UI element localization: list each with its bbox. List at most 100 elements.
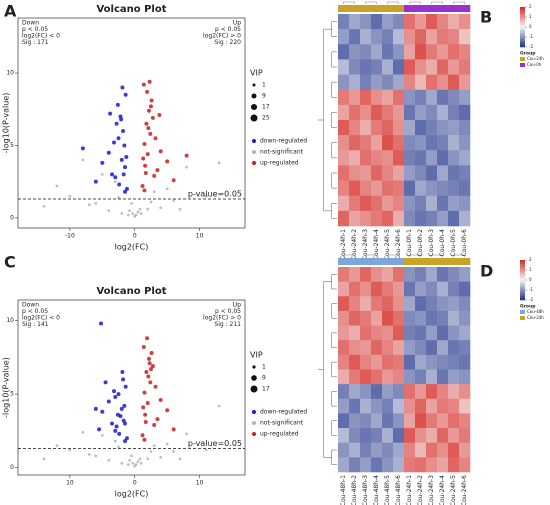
point — [145, 400, 150, 405]
size-legend-mark — [251, 93, 257, 99]
group-bar — [360, 5, 372, 12]
heat-cell — [360, 195, 372, 212]
x-tick-label: -10 — [65, 233, 75, 240]
heat-cell — [360, 369, 372, 385]
legend-label: up-regulated — [260, 160, 299, 167]
heat-cell — [448, 310, 460, 326]
panel-label: A — [4, 2, 17, 21]
point — [113, 428, 118, 433]
point — [42, 457, 46, 461]
point — [94, 201, 98, 205]
point — [172, 199, 176, 202]
dendrogram — [343, 1, 355, 4]
heat-cell — [371, 135, 383, 151]
heat-cell — [448, 59, 460, 75]
point — [204, 194, 208, 198]
heat-cell — [448, 354, 460, 370]
heat-cell — [371, 267, 383, 282]
point — [113, 395, 118, 400]
heat-cell — [393, 29, 405, 45]
dendrogram — [365, 254, 377, 257]
heat-cell — [437, 165, 449, 181]
y-tick-label: 5 — [10, 142, 14, 149]
heat-cell — [415, 281, 427, 297]
dendrogram — [331, 332, 337, 348]
heat-cell — [382, 325, 394, 341]
heat-cell — [426, 180, 438, 197]
heat-cell — [349, 281, 361, 297]
point — [123, 384, 128, 389]
size-legend-label: 1 — [262, 82, 266, 89]
legend-label: not-significant — [260, 149, 304, 156]
point — [108, 111, 113, 116]
y-tick-label: 5 — [10, 391, 14, 398]
point — [145, 336, 150, 341]
heat-cell — [437, 74, 449, 91]
size-legend-mark — [250, 103, 258, 111]
heat-cell — [415, 428, 427, 444]
group-bar — [404, 5, 416, 12]
heat-cell — [448, 150, 460, 166]
point — [110, 421, 115, 426]
column-label: Cou-0h-3 — [428, 229, 435, 257]
colorbar-step — [520, 41, 525, 44]
point — [81, 158, 85, 162]
dendrogram — [431, 254, 443, 257]
dendrogram — [331, 274, 337, 290]
point — [144, 121, 149, 126]
column-label: Cou-24h-6 — [461, 475, 468, 505]
point — [113, 439, 117, 443]
heat-cell — [382, 165, 394, 181]
heat-cell — [382, 195, 394, 212]
annotation: log2(FC) > 0 — [203, 33, 241, 40]
point — [117, 445, 120, 449]
heat-cell — [437, 354, 449, 370]
heat-cell — [426, 384, 438, 400]
annotation: Sig : 211 — [214, 321, 241, 328]
heat-cell — [338, 384, 350, 400]
heat-cell — [393, 104, 405, 121]
heat-cell — [426, 281, 438, 297]
heat-cell — [459, 325, 471, 341]
heat-cell — [459, 457, 471, 473]
heat-cell — [349, 59, 361, 75]
heat-cell — [338, 442, 350, 458]
heat-cell — [459, 150, 471, 166]
point — [55, 444, 59, 447]
heat-cell — [349, 398, 361, 414]
heat-cell — [404, 340, 416, 356]
x-tick-label: 0 — [133, 233, 137, 240]
point — [100, 173, 104, 176]
heat-cell — [415, 369, 427, 385]
colorbar-step — [520, 29, 525, 32]
heat-cell — [415, 14, 427, 30]
heat-cell — [459, 281, 471, 297]
heat-cell — [448, 210, 460, 227]
group-bar — [393, 5, 405, 12]
heat-cell — [426, 267, 438, 282]
heat-cell — [459, 104, 471, 121]
heat-cell — [371, 165, 383, 181]
panel-label: B — [480, 8, 492, 27]
point — [68, 448, 72, 452]
heat-cell — [415, 325, 427, 341]
point — [165, 408, 170, 413]
heat-cell — [448, 180, 460, 197]
heat-cell — [349, 413, 361, 429]
point — [139, 212, 143, 215]
legend-swatch — [252, 410, 256, 414]
heat-cell — [371, 325, 383, 341]
point — [94, 454, 98, 458]
colorbar-step — [520, 298, 525, 301]
heat-cell — [426, 120, 438, 136]
x-axis-label: log2(FC) — [115, 490, 149, 499]
heat-cell — [371, 104, 383, 121]
heat-cell — [382, 74, 394, 91]
heat-cell — [382, 428, 394, 444]
point — [145, 152, 150, 157]
heat-cell — [382, 120, 394, 136]
colorbar-step — [520, 33, 525, 36]
size-legend-title: VIP — [250, 351, 263, 360]
heat-cell — [459, 165, 471, 181]
annotation: log2(FC) > 0 — [203, 315, 241, 322]
